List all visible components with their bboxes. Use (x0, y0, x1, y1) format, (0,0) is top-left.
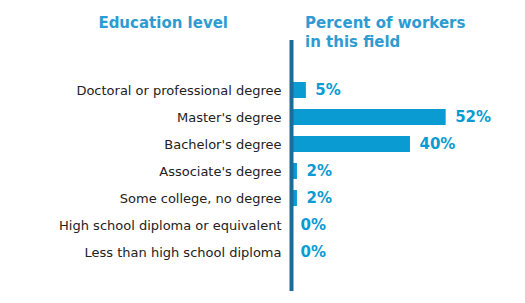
svg-text:Master's degree: Master's degree (177, 110, 281, 125)
svg-text:2%: 2% (306, 189, 331, 207)
svg-text:5%: 5% (315, 81, 340, 99)
svg-text:0%: 0% (301, 243, 326, 261)
svg-text:Associate's degree: Associate's degree (159, 164, 281, 179)
svg-text:Doctoral or professional degre: Doctoral or professional degree (76, 83, 281, 98)
svg-text:Some college, no degree: Some college, no degree (120, 191, 282, 206)
html-text:Education level: Education level (98, 14, 228, 32)
svg-text:2%: 2% (306, 162, 331, 180)
svg-text:52%: 52% (455, 108, 491, 126)
svg-text:Bachelor's degree: Bachelor's degree (164, 137, 281, 152)
svg-text:0%: 0% (301, 216, 326, 234)
svg-text:Less than high school diploma: Less than high school diploma (85, 245, 282, 260)
svg-text:High school diploma or equival: High school diploma or equivalent (59, 218, 281, 233)
svg-text:40%: 40% (419, 135, 455, 153)
html-text:Percent of workers in this fie: Percent of workers in this field (305, 14, 466, 51)
